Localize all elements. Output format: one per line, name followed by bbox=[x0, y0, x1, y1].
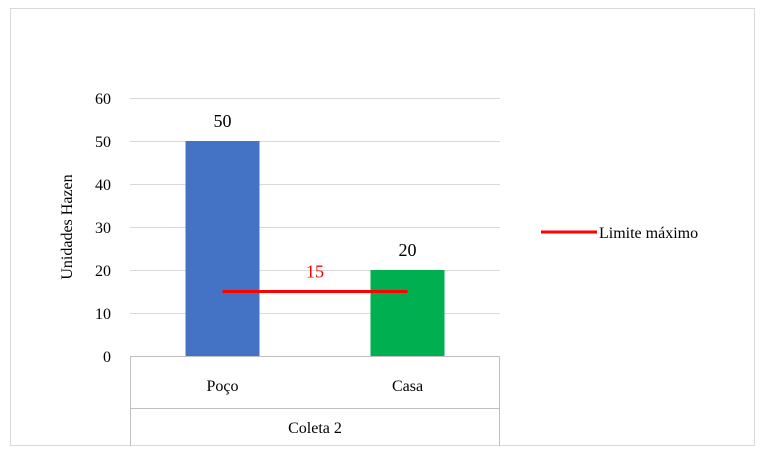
y-tick-label: 50 bbox=[95, 134, 111, 151]
y-tick-label: 10 bbox=[95, 306, 111, 323]
y-tick-label: 0 bbox=[103, 349, 111, 366]
data-labels: 50 20 bbox=[214, 111, 417, 260]
bar-value-label: 50 bbox=[214, 111, 232, 131]
x-tick-label: Casa bbox=[392, 378, 423, 395]
bars bbox=[185, 141, 445, 356]
x-tick-label: Poço bbox=[207, 378, 239, 395]
legend: Limite máximo bbox=[541, 225, 698, 242]
y-tick-label: 60 bbox=[95, 91, 111, 108]
y-tick-label: 30 bbox=[95, 220, 111, 237]
axes: 0 10 20 30 40 50 60 Poço Casa Coleta 2 bbox=[95, 91, 500, 446]
legend-label-limit: Limite máximo bbox=[599, 225, 698, 242]
bar-po-o bbox=[185, 141, 260, 356]
limit-line-value-label: 15 bbox=[306, 262, 324, 282]
limit-line-group: 15 bbox=[222, 262, 408, 293]
bar-value-label: 20 bbox=[399, 240, 417, 260]
bar-casa bbox=[370, 270, 445, 356]
x-group-label: Coleta 2 bbox=[288, 420, 342, 437]
y-tick-label: 20 bbox=[95, 263, 111, 280]
y-tick-label: 40 bbox=[95, 177, 111, 194]
y-axis-title: Unidades Hazen bbox=[59, 174, 76, 279]
